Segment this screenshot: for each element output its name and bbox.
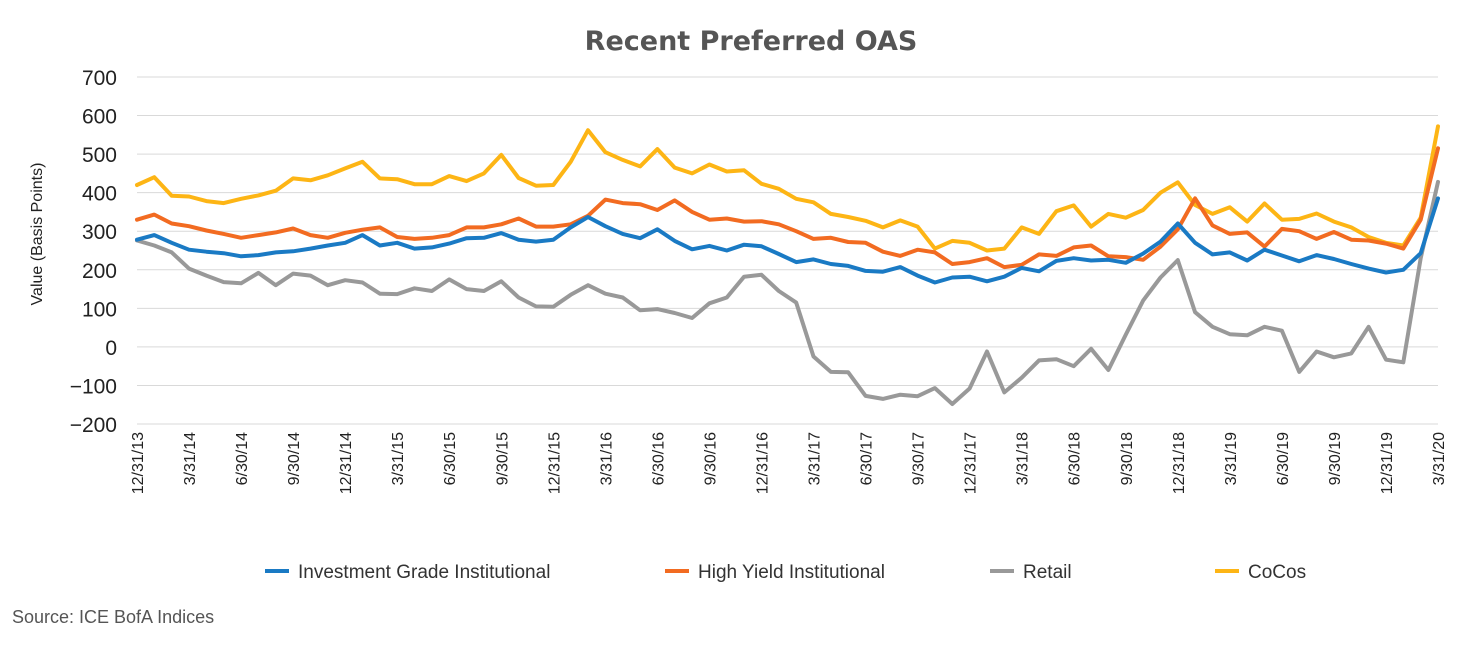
x-tick-label: 6/30/16 xyxy=(650,432,667,485)
series-line-high-yield-institutional xyxy=(135,146,1440,270)
x-tick-label: 12/31/14 xyxy=(338,432,355,494)
y-tick-label: 400 xyxy=(82,183,117,206)
x-tick-label: 12/31/17 xyxy=(963,432,980,494)
series-line-retail xyxy=(135,179,1440,406)
x-tick-label: 3/31/16 xyxy=(598,432,615,485)
x-tick-label: 3/31/14 xyxy=(182,432,199,485)
legend-label: High Yield Institutional xyxy=(698,562,885,583)
y-tick-label: 300 xyxy=(82,221,117,244)
x-tick-label: 6/30/14 xyxy=(234,432,251,485)
x-tick-label: 6/30/15 xyxy=(442,432,459,485)
x-tick-label: 3/31/19 xyxy=(1223,432,1240,485)
x-tick-label: 3/31/17 xyxy=(807,432,824,485)
x-tick-label: 9/30/15 xyxy=(494,432,511,485)
y-tick-label: 500 xyxy=(82,144,117,167)
legend-label: Investment Grade Institutional xyxy=(298,562,550,583)
legend: Investment Grade Institutional High Yield… xyxy=(265,562,1306,583)
x-tick-label: 12/31/15 xyxy=(546,432,563,494)
x-tick-label: 9/30/19 xyxy=(1327,432,1344,485)
series-line-cocos xyxy=(135,124,1440,253)
x-tick-label: 9/30/17 xyxy=(911,432,928,485)
y-tick-label: 100 xyxy=(82,298,117,321)
x-tick-label: 3/31/20 xyxy=(1431,432,1448,485)
x-tick-label: 12/31/18 xyxy=(1171,432,1188,494)
x-tick-label: 12/31/19 xyxy=(1379,432,1396,494)
x-tick-label: 9/30/16 xyxy=(702,432,719,485)
x-tick-label: 9/30/14 xyxy=(286,432,303,485)
y-axis-label: Value (Basis Points) xyxy=(29,163,46,306)
x-tick-label: 3/31/18 xyxy=(1015,432,1032,485)
x-tick-label: 12/31/16 xyxy=(754,432,771,494)
legend-label: CoCos xyxy=(1248,562,1306,583)
chart-title: Recent Preferred OAS xyxy=(585,26,918,57)
y-tick-label: 200 xyxy=(82,260,117,283)
x-tick-label: 12/31/13 xyxy=(130,432,147,494)
gridlines xyxy=(137,76,1438,425)
x-tick-label: 3/31/15 xyxy=(390,432,407,485)
source-note: Source: ICE BofA Indices xyxy=(12,607,215,627)
y-axis-ticks: 700 600 500 400 300 200 100 0 −100 −200 xyxy=(70,67,117,437)
y-tick-label: 700 xyxy=(82,67,117,90)
x-tick-label: 6/30/18 xyxy=(1067,432,1084,485)
y-tick-label: 600 xyxy=(82,106,117,129)
x-tick-label: 6/30/17 xyxy=(859,432,876,485)
x-tick-label: 9/30/18 xyxy=(1119,432,1136,485)
legend-label: Retail xyxy=(1023,562,1072,583)
x-tick-label: 6/30/19 xyxy=(1275,432,1292,485)
y-tick-label: −100 xyxy=(70,375,117,398)
y-tick-label: −200 xyxy=(70,414,117,437)
x-axis-ticks: 12/31/13 3/31/14 6/30/14 9/30/14 12/31/14 3/3… xyxy=(130,432,1448,494)
y-tick-label: 0 xyxy=(105,337,117,360)
series-lines xyxy=(135,124,1440,406)
series-line-investment-grade-institutional xyxy=(135,196,1440,285)
